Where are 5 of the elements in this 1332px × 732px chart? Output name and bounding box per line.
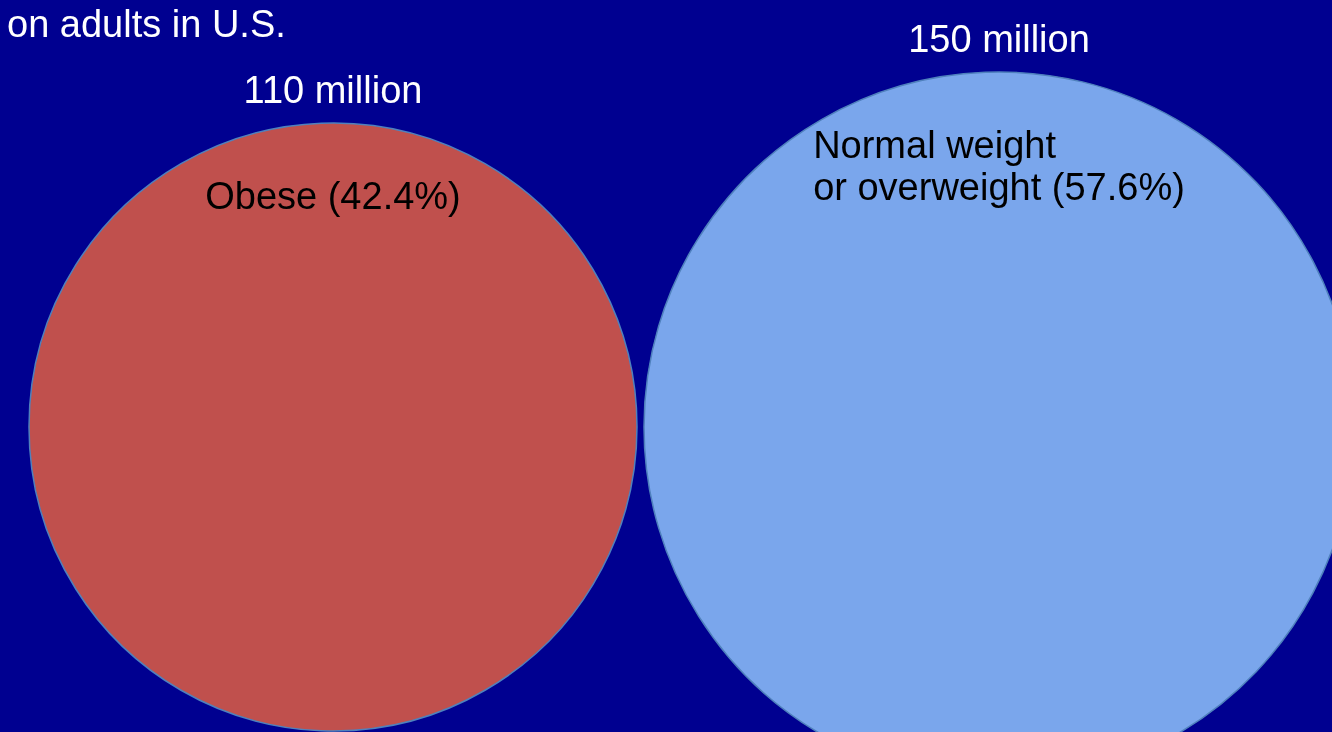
data-label: 110 million [243,69,423,111]
category-label: Obese (42.4%) [205,175,461,217]
text: on adults in U.S. [7,3,286,45]
data-label: 150 million [908,18,1090,60]
category-label: Normal weight or overweight (57.6%) [813,124,1185,208]
